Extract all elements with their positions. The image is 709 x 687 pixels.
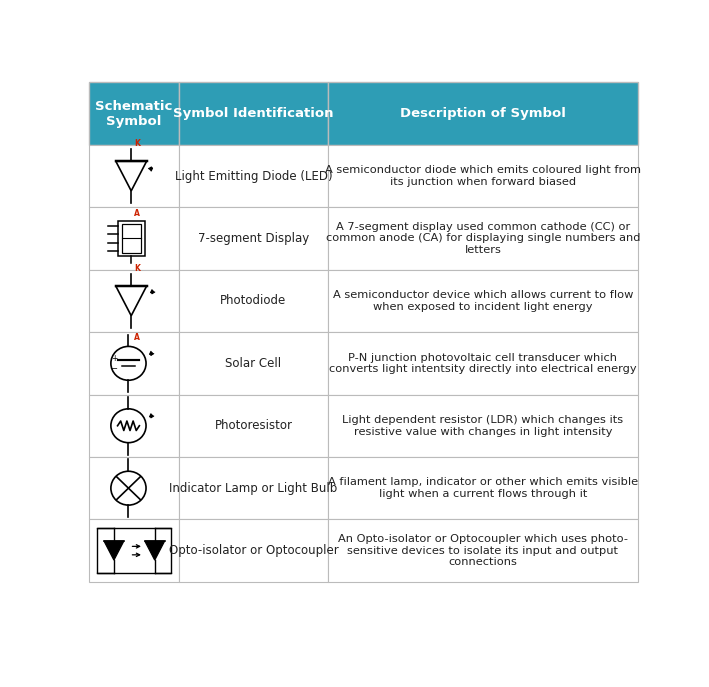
Bar <box>97 528 171 573</box>
Bar <box>328 519 638 582</box>
Text: P-N junction photovoltaic cell transducer which
converts light intentsity direct: P-N junction photovoltaic cell transduce… <box>329 352 637 374</box>
Polygon shape <box>104 541 124 560</box>
Bar <box>89 332 179 394</box>
Text: Schematic
Symbol: Schematic Symbol <box>95 100 173 128</box>
Text: +: + <box>111 354 117 363</box>
Bar <box>89 519 179 582</box>
Bar <box>328 332 638 394</box>
Bar <box>179 519 328 582</box>
Bar <box>89 207 179 270</box>
Polygon shape <box>116 286 147 316</box>
Circle shape <box>111 471 146 505</box>
Bar <box>179 207 328 270</box>
Text: Photoresistor: Photoresistor <box>214 419 293 432</box>
Text: K: K <box>134 264 140 273</box>
Bar <box>328 394 638 457</box>
Bar <box>89 457 179 519</box>
Bar <box>328 270 638 332</box>
Bar <box>179 270 328 332</box>
Text: A: A <box>134 333 140 342</box>
Bar <box>118 221 145 256</box>
Polygon shape <box>145 541 164 560</box>
Text: 7-segment Display: 7-segment Display <box>198 232 309 245</box>
Text: Light Emitting Diode (LED): Light Emitting Diode (LED) <box>174 170 333 183</box>
Text: A filament lamp, indicator or other which emits visible
light when a current flo: A filament lamp, indicator or other whic… <box>328 477 638 499</box>
Text: Symbol Identification: Symbol Identification <box>173 107 334 120</box>
Text: A 7-segment display used common cathode (CC) or
common anode (CA) for displaying: A 7-segment display used common cathode … <box>325 222 640 255</box>
Bar <box>328 457 638 519</box>
Bar <box>179 457 328 519</box>
Text: Solar Cell: Solar Cell <box>225 357 281 370</box>
Bar <box>179 82 328 145</box>
Text: An Opto-isolator or Optocoupler which uses photo-
sensitive devices to isolate i: An Opto-isolator or Optocoupler which us… <box>338 534 628 567</box>
Bar <box>328 207 638 270</box>
Text: A: A <box>134 209 140 218</box>
Text: Photodiode: Photodiode <box>220 295 286 307</box>
Bar <box>328 82 638 145</box>
Text: Indicator Lamp or Light Bulb: Indicator Lamp or Light Bulb <box>169 482 337 495</box>
Bar <box>89 145 179 207</box>
Circle shape <box>111 409 146 442</box>
Polygon shape <box>116 161 147 191</box>
Bar <box>122 224 140 253</box>
Text: Opto-isolator or Optocoupler: Opto-isolator or Optocoupler <box>169 544 338 557</box>
Bar <box>179 394 328 457</box>
Text: A semiconductor device which allows current to flow
when exposed to incident lig: A semiconductor device which allows curr… <box>333 290 633 312</box>
Text: Description of Symbol: Description of Symbol <box>400 107 566 120</box>
Bar <box>179 145 328 207</box>
Bar <box>179 332 328 394</box>
Text: Light dependent resistor (LDR) which changes its
resistive value with changes in: Light dependent resistor (LDR) which cha… <box>342 415 623 436</box>
Text: A semiconductor diode which emits coloured light from
its junction when forward : A semiconductor diode which emits colour… <box>325 166 641 187</box>
Circle shape <box>111 346 146 381</box>
Bar <box>89 270 179 332</box>
Bar <box>328 145 638 207</box>
Text: K: K <box>134 139 140 148</box>
Bar <box>89 394 179 457</box>
Text: −: − <box>111 364 118 373</box>
Bar <box>89 82 179 145</box>
